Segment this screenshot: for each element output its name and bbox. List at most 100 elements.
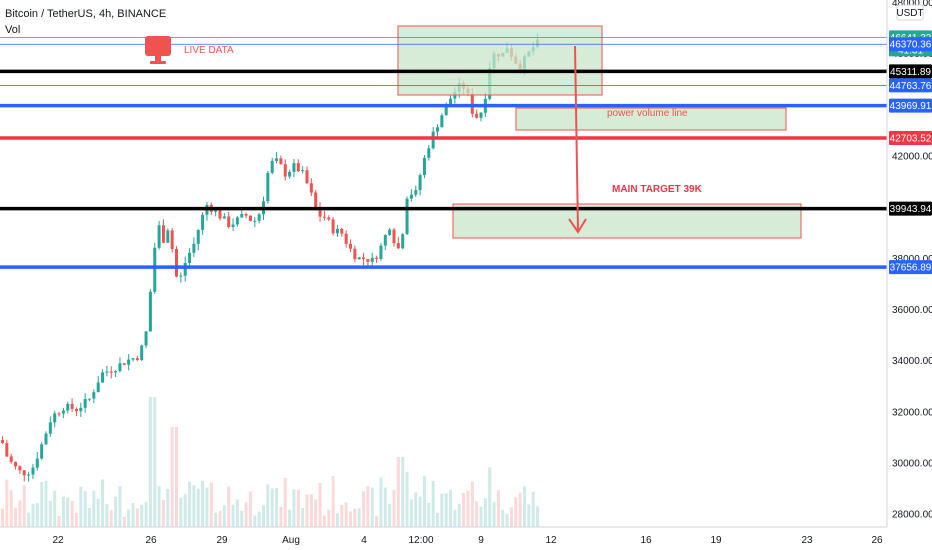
candle-body xyxy=(335,228,339,234)
candle-body xyxy=(83,399,87,408)
volume-bar xyxy=(514,497,518,527)
volume-bar xyxy=(96,498,100,527)
volume-bar xyxy=(440,493,444,527)
volume-bar xyxy=(196,488,200,527)
price-tag-box xyxy=(889,64,932,79)
candle-body xyxy=(70,403,74,409)
candle-body xyxy=(401,234,405,249)
time-axis-tick-label: 26 xyxy=(145,535,157,546)
price-tag-label: 44763.76 xyxy=(890,81,932,92)
volume-bar xyxy=(431,480,435,527)
volume-bar xyxy=(135,508,139,527)
price-tags: 46641.3241:3146370.3645311.8944763.76439… xyxy=(889,30,932,275)
volume-bar xyxy=(279,506,283,527)
volume-bar xyxy=(422,476,426,527)
volume-bar xyxy=(270,488,274,527)
volume-bar xyxy=(105,504,109,527)
candle-body xyxy=(240,214,244,218)
monitor-icon xyxy=(145,36,171,64)
price-tag-box xyxy=(889,131,932,146)
time-axis-tick-label: 29 xyxy=(216,535,228,546)
volume-bar xyxy=(218,510,222,527)
volume-bar xyxy=(366,486,370,527)
candle-body xyxy=(309,183,313,193)
candle-body xyxy=(218,210,222,219)
candles xyxy=(1,33,540,482)
volume-bar xyxy=(462,492,466,527)
volume-bar xyxy=(257,511,261,527)
time-axis[interactable]: 22 26 29 Aug 4 12:00 9 12 16 19 23 26 xyxy=(52,535,883,546)
candle-body xyxy=(144,331,148,346)
volume-bar xyxy=(9,490,13,527)
candle-body xyxy=(66,403,70,411)
price-axis-tick-label: 38000.00 xyxy=(892,254,932,265)
volume-bar xyxy=(157,486,161,527)
currency-badge[interactable]: USDT xyxy=(896,4,924,21)
volume-bar xyxy=(418,496,422,527)
volume-bar xyxy=(214,512,218,527)
candle-body xyxy=(322,216,326,218)
price-tag-label: 46370.36 xyxy=(890,40,932,51)
price-tag-box xyxy=(889,201,932,216)
volume-bar xyxy=(518,492,522,527)
volume-bar xyxy=(492,502,496,527)
volume-bar xyxy=(127,509,131,527)
volume-bar xyxy=(40,481,44,527)
volume-bar xyxy=(536,506,540,527)
candle-body xyxy=(5,443,9,457)
volume-bar xyxy=(92,490,96,527)
volume-bar xyxy=(61,496,65,527)
time-axis-tick-label: 26 xyxy=(871,535,883,546)
candle-body xyxy=(61,410,65,414)
candle-body xyxy=(279,158,283,165)
volume-bar xyxy=(405,471,409,527)
volume-bar xyxy=(262,505,265,527)
volume-bar xyxy=(140,504,144,527)
volume-bar xyxy=(309,494,313,527)
candle-body xyxy=(57,413,61,415)
candle-body xyxy=(166,230,170,243)
candle-body xyxy=(22,470,26,476)
candle-body xyxy=(275,158,279,161)
candle-body xyxy=(214,210,218,212)
volume-bar xyxy=(53,490,57,527)
candle-body xyxy=(192,243,196,253)
volume-bar xyxy=(170,427,174,527)
candle-body xyxy=(375,257,379,259)
price-tag-label: 42703.52 xyxy=(890,134,932,145)
volume-bar xyxy=(227,486,231,527)
volume-bar xyxy=(122,516,126,527)
candle-body xyxy=(148,291,152,332)
candle-body xyxy=(244,214,248,216)
candle-body xyxy=(161,225,165,243)
candle-body xyxy=(31,467,35,475)
price-axis-tick-label: 42000.00 xyxy=(892,152,932,163)
candle-body xyxy=(118,363,122,372)
price-tag-label: 43969.91 xyxy=(890,101,932,112)
volume-bar xyxy=(449,489,453,527)
volume-bar xyxy=(144,502,148,527)
volume-bar xyxy=(179,497,183,527)
volume-bar xyxy=(479,506,483,527)
candle-body xyxy=(301,170,305,172)
candle-body xyxy=(314,192,318,209)
power-volume-label: power volume line xyxy=(607,108,688,119)
volume-bar xyxy=(466,490,470,527)
price-tag-box xyxy=(889,37,932,52)
volume-bar xyxy=(18,500,22,527)
volume-bar xyxy=(331,476,335,527)
candle-body xyxy=(340,228,344,234)
volume-bar xyxy=(183,494,187,527)
volume-bar xyxy=(353,508,357,527)
volume-bar xyxy=(175,427,178,527)
candle-body xyxy=(88,398,91,400)
candle-body xyxy=(427,148,431,158)
candle-body xyxy=(96,382,100,393)
candle-body xyxy=(436,127,439,132)
volume-bar xyxy=(166,488,170,527)
volume-bar xyxy=(444,493,448,527)
candle-body xyxy=(327,217,331,220)
volume-bar xyxy=(483,498,487,527)
volume-bar xyxy=(83,491,87,527)
